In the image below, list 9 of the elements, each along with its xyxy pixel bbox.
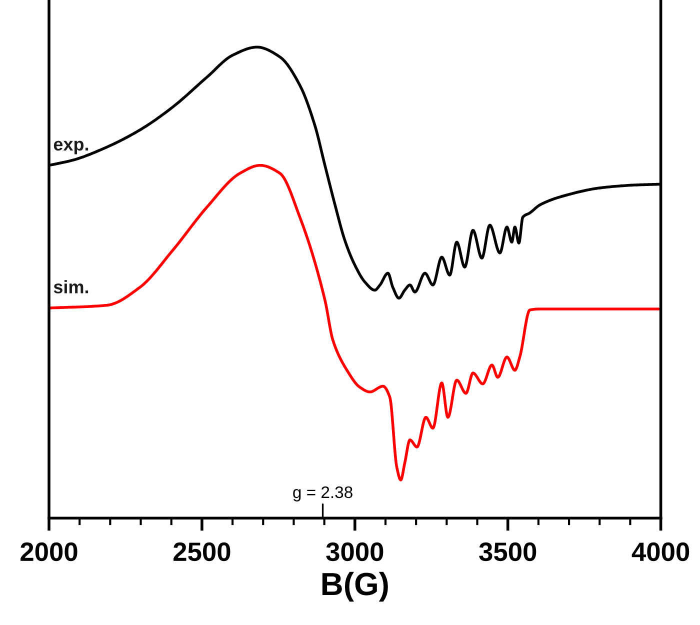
x-tick-label: 3000 (326, 542, 384, 562)
series-label: sim. (54, 280, 88, 294)
annotation: g = 2.38 (293, 486, 352, 502)
x-axis-title: B(G) (322, 572, 388, 602)
x-tick-label: 4000 (632, 542, 690, 562)
series-label: exp. (54, 140, 88, 154)
x-tick-label: 3500 (479, 542, 536, 562)
x-tick-label: 2000 (20, 542, 78, 562)
x-tick-label: 2500 (174, 542, 230, 562)
